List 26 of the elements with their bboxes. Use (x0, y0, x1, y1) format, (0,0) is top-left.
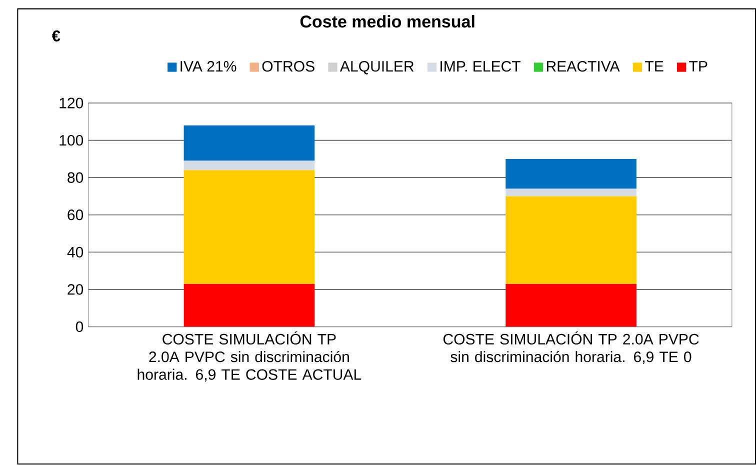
y-axis-title: € (52, 30, 60, 42)
y-tick-label: 120 (60, 98, 84, 109)
bar (506, 196, 636, 284)
bar (506, 188, 636, 196)
y-tick-label: 80 (68, 172, 84, 184)
bar (184, 126, 315, 162)
bar (184, 284, 315, 327)
y-tick-label: 60 (68, 210, 84, 220)
x-tick-label: COSTE SIMULACIÓN TP 2.0A PVPC sin discriminación horaria. 6,9 TE COSTE ACTUAL (138, 332, 362, 382)
legend-label: IVA 21% (180, 61, 236, 72)
legend-label: ALQUILER (340, 61, 414, 75)
legend-label: REACTIVA (546, 61, 620, 72)
bar (184, 161, 315, 170)
chart-title: Coste medio mensual (300, 15, 474, 28)
legend-label: OTROS (262, 61, 314, 72)
y-tick-label: 40 (67, 247, 84, 258)
bar (506, 159, 636, 189)
y-tick-label: 100 (60, 135, 84, 146)
legend-label: TE (645, 61, 664, 72)
y-tick-label: 0 (76, 322, 84, 332)
legend-label: TP (689, 61, 708, 72)
bar (506, 284, 636, 327)
x-tick-label: COSTE SIMULACIÓN TP 2.0A PVPC sin discriminación horaria. 6,9 TE 0 (443, 332, 699, 364)
y-tick-label: 20 (68, 284, 84, 295)
bar (184, 170, 315, 284)
legend-label: IMP. ELECT (440, 61, 520, 72)
